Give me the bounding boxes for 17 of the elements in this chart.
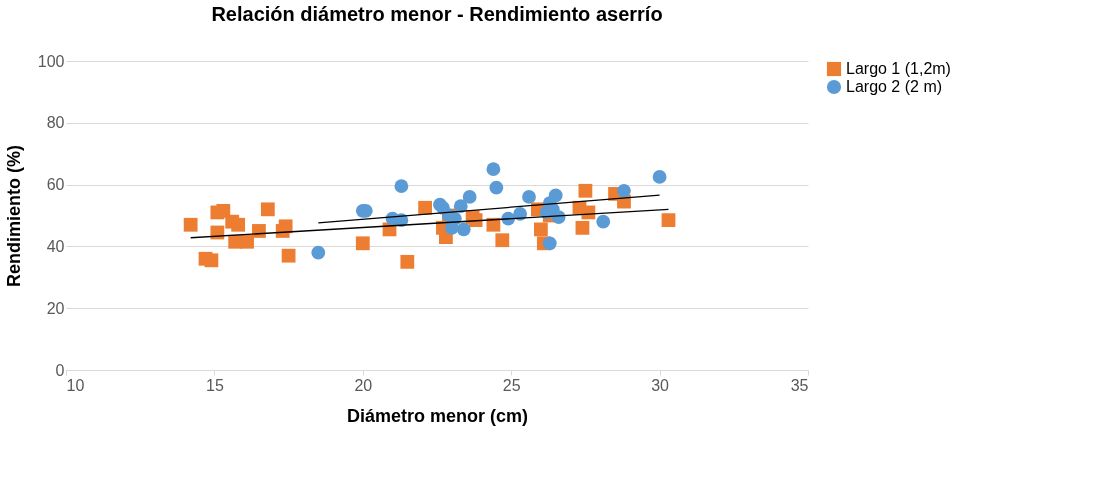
y-tick-label: 100 [37, 52, 65, 70]
x-tick-label: 35 [790, 376, 809, 394]
legend-label: Largo 2 (2 m) [846, 78, 943, 95]
y-tick-label: 80 [46, 114, 65, 132]
y-axis-title: Rendimiento (%) [3, 145, 24, 287]
x-tick-label: 25 [502, 376, 521, 394]
y-tick-label: 0 [55, 361, 65, 379]
legend-label: Largo 1 (1,2m) [846, 60, 951, 77]
x-tick-label: 15 [206, 376, 224, 394]
y-tick-label: 20 [46, 299, 65, 317]
y-tick-label: 40 [46, 237, 65, 255]
y-tick-label: 60 [46, 176, 65, 194]
chart-title: Relación diámetro menor - Rendimiento aserrío [211, 3, 663, 25]
x-tick-label: 10 [66, 376, 85, 394]
x-tick-label: 20 [354, 376, 373, 394]
x-tick-label: 30 [651, 376, 670, 394]
x-axis-title: Diámetro menor (cm) [346, 405, 529, 426]
